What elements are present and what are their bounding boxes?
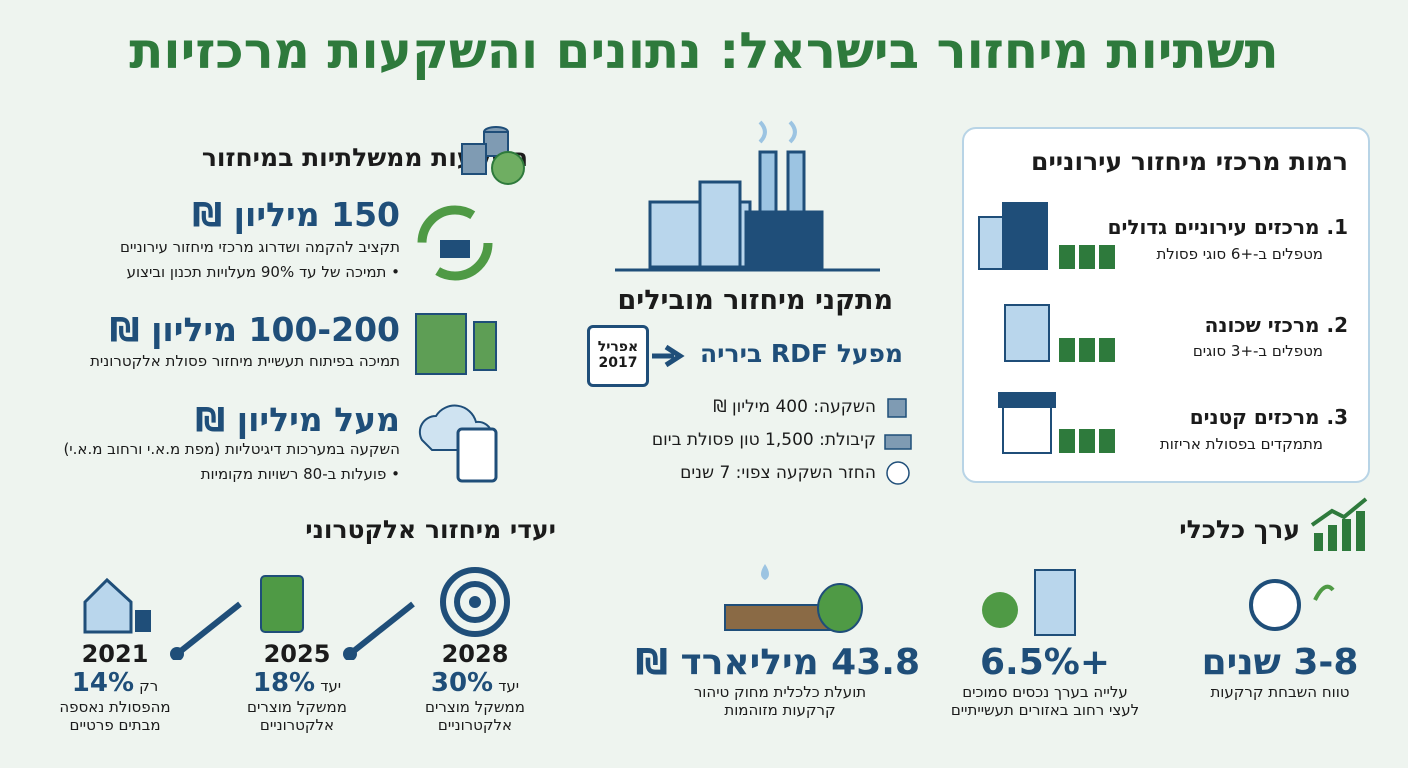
date-month: אפריל xyxy=(597,339,639,355)
value: 43.8 מיליארד ₪ xyxy=(635,642,920,683)
icon-cloud-tablet xyxy=(418,404,498,483)
line: אלקטרוניים xyxy=(437,716,513,734)
level-name: 2. מרכזי שכונה xyxy=(1204,313,1348,337)
year: 2028 xyxy=(441,640,509,668)
value: 30% xyxy=(430,668,494,698)
level-name: 1. מרכזים עירוניים גדולים xyxy=(1107,215,1348,239)
year: 2025 xyxy=(263,640,331,668)
line: ממשקל מוצרים xyxy=(425,698,525,716)
econ-item: 3-8 שנים טווח השבחת קרקעות xyxy=(1170,642,1390,701)
plant-row: החזר השקעה צפוי: 7 שנים xyxy=(680,463,876,483)
section-title: רמות מרכזי מיחזור עירוניים xyxy=(1031,147,1348,176)
desc-line: תקציב להקמה ושדרוג מרכזי מיחזור עירוניים xyxy=(119,238,400,256)
plant-row: השקעה: 400 מיליון ₪ xyxy=(713,397,876,417)
icon-factory xyxy=(615,120,880,272)
line: לעצי רחוב באזורים תעשייתיים xyxy=(950,701,1140,719)
prefix: רק xyxy=(139,677,159,695)
section-title: ערך כלכלי xyxy=(1179,515,1300,544)
section-title: יעדי מיחזור אלקטרוני xyxy=(305,515,556,544)
desc-line: תמיכה בפיתוח תעשיית מיחזור פסולת אלקטרונ… xyxy=(90,352,400,370)
line: עלייה בערך נכסים סמוכים xyxy=(962,683,1128,701)
economy-icons xyxy=(724,564,1335,636)
desc-line: • פועלות ב-80 רשויות מקומיות xyxy=(200,465,400,483)
desc-line: • תמיכה של עד 90% מעלויות תכנון וביצוע xyxy=(126,263,400,281)
amount: 150 מיליון ₪ xyxy=(192,195,400,234)
econ-item: +6.5% עלייה בערך נכסים סמוכים לעצי רחוב בא… xyxy=(915,642,1175,719)
value: 3-8 שנים xyxy=(1201,642,1359,683)
line: מבתים פרטיים xyxy=(69,716,161,734)
line: תועלת כלכלית מחוק טיהור xyxy=(693,683,867,701)
plant-name: מפעל RDF ביריה xyxy=(699,339,903,368)
econ-item: 43.8 מיליארד ₪ תועלת כלכלית מחוק טיהור קרק… xyxy=(635,642,920,719)
line: טווח השבחת קרקעות xyxy=(1210,683,1350,701)
prefix: יעד xyxy=(498,677,520,695)
amount: 100-200 מיליון ₪ xyxy=(109,310,400,349)
icon-growth xyxy=(1310,497,1368,551)
line: קרקעות מזוהמות xyxy=(724,701,836,719)
section-title: מתקני מיחזור מובילים xyxy=(617,285,893,316)
step: 2025 יעד 18% ממשקל מוצרים אלקטרוניים xyxy=(222,640,372,734)
ewaste-icons xyxy=(83,567,510,660)
desc-line: השקעה במערכות דיגיטליות (מפת מ.א.י ורחוב… xyxy=(63,440,400,458)
step: 2028 יעד 30% ממשקל מוצרים אלקטרוניים xyxy=(400,640,550,734)
value: 14% xyxy=(71,668,135,698)
level-desc: מתמקדים בפסולת אריזות xyxy=(1159,435,1323,453)
plant-row: קיבולת: 1,500 טון פסולת ביום xyxy=(651,430,876,450)
level-name: 3. מרכזים קטנים xyxy=(1189,405,1348,429)
value: +6.5% xyxy=(979,642,1110,683)
year: 2021 xyxy=(81,640,149,668)
arrow xyxy=(652,344,685,368)
row-icons xyxy=(884,398,912,485)
icon-recycle-factory xyxy=(417,205,493,281)
icon-coins xyxy=(461,126,525,185)
prefix: יעד xyxy=(320,677,342,695)
step: 2021 רק 14% מהפסולת נאספה מבתים פרטיים xyxy=(40,640,190,734)
value: 18% xyxy=(252,668,316,698)
line: אלקטרוניים xyxy=(259,716,335,734)
line: מהפסולת נאספה xyxy=(59,698,171,716)
calendar: אפריל 2017 xyxy=(587,325,649,387)
icon-circuit-battery xyxy=(415,313,497,375)
level-desc: מטפלים ב-+3 סוגים xyxy=(1192,342,1323,360)
line: ממשקל מוצרים xyxy=(247,698,347,716)
level-desc: מטפלים ב-+6 סוגי פסולת xyxy=(1156,245,1323,263)
level-icons xyxy=(978,202,1115,454)
page-title: תשתיות מיחזור בישראל: נתונים והשקעות מרכ… xyxy=(129,22,1279,80)
date-year: 2017 xyxy=(598,355,638,371)
amount: מעל מיליון ₪ xyxy=(195,400,400,439)
